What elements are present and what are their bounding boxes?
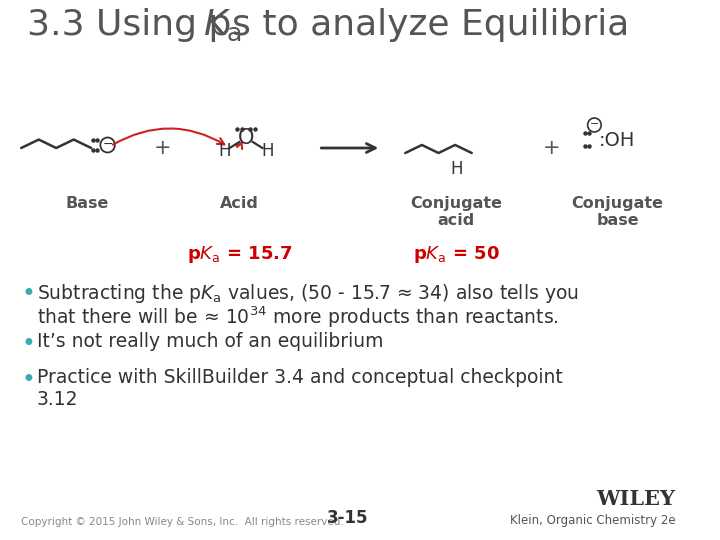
Text: Copyright © 2015 John Wiley & Sons, Inc.  All rights reserved.: Copyright © 2015 John Wiley & Sons, Inc.… — [21, 517, 344, 527]
Text: :OH: :OH — [598, 131, 634, 150]
Text: Practice with SkillBuilder 3.4 and conceptual checkpoint: Practice with SkillBuilder 3.4 and conce… — [37, 368, 562, 387]
Text: s to analyze Equilibria: s to analyze Equilibria — [232, 8, 629, 42]
Text: −: − — [590, 119, 599, 130]
Text: $K_\mathrm{a}$: $K_\mathrm{a}$ — [202, 8, 241, 43]
Text: It’s not really much of an equilibrium: It’s not really much of an equilibrium — [37, 332, 383, 351]
Text: that there will be ≈ 10$^{34}$ more products than reactants.: that there will be ≈ 10$^{34}$ more prod… — [37, 304, 559, 329]
Text: •: • — [21, 332, 35, 356]
Text: Conjugate
acid: Conjugate acid — [410, 196, 503, 228]
Text: 3.12: 3.12 — [37, 390, 78, 409]
Text: +: + — [543, 138, 561, 158]
Text: H: H — [219, 142, 231, 160]
Text: Conjugate
base: Conjugate base — [572, 196, 664, 228]
FancyArrowPatch shape — [113, 129, 225, 145]
Text: H: H — [261, 142, 274, 160]
Text: Acid: Acid — [220, 196, 258, 211]
Text: Subtracting the p$K_\mathrm{a}$ values, (50 - 15.7 ≈ 34) also tells you: Subtracting the p$K_\mathrm{a}$ values, … — [37, 282, 578, 305]
Text: •: • — [21, 282, 35, 306]
Text: •: • — [21, 368, 35, 392]
Text: H: H — [451, 160, 463, 178]
Text: p$K_\mathrm{a}$ = 50: p$K_\mathrm{a}$ = 50 — [413, 244, 500, 265]
Text: +: + — [153, 138, 171, 158]
Text: Klein, Organic Chemistry 2e: Klein, Organic Chemistry 2e — [510, 514, 675, 527]
Text: −: − — [102, 138, 113, 151]
Text: Base: Base — [65, 196, 109, 211]
Text: p$K_\mathrm{a}$ = 15.7: p$K_\mathrm{a}$ = 15.7 — [186, 244, 292, 265]
FancyArrowPatch shape — [236, 143, 242, 149]
Text: 3.3 Using p: 3.3 Using p — [27, 8, 231, 42]
Text: O: O — [238, 128, 254, 148]
Text: WILEY: WILEY — [596, 489, 675, 509]
Text: 3-15: 3-15 — [327, 509, 368, 527]
